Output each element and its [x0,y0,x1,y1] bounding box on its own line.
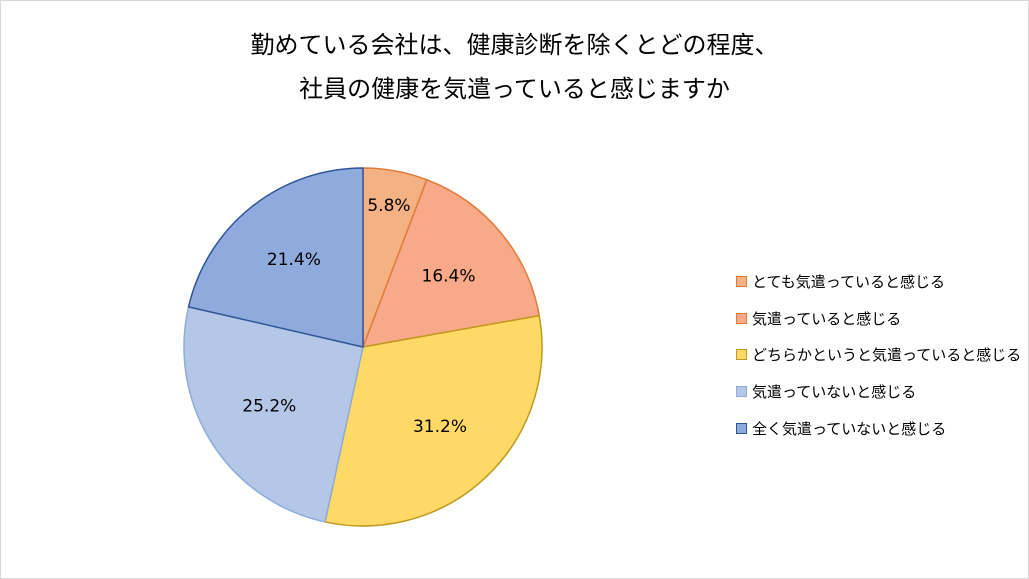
chart-title-line-2: 社員の健康を気遣っていると感じますか [299,75,730,103]
data-label-very-considerate: 5.8% [367,196,410,216]
pie-slice-considerate [362,179,540,348]
pie-slice-not-considerate [183,306,364,523]
data-label-somewhat-considerate: 31.2% [413,417,467,437]
legend-label-very-considerate: とても気遣っていると感じる [752,272,946,291]
legend-swatch-not-considerate [736,386,747,398]
chart-title: 勤めている会社は、健康診断を除くとどの程度、 社員の健康を気遣っていると感じます… [1,23,1028,111]
legend-item-not-at-all-considerate: 全く気遣っていないと感じる [736,410,1021,447]
chart-legend: とても気遣っていると感じる 気遣っていると感じるどちらかというと気遣っていると感じ… [736,263,1021,447]
legend-item-considerate: 気遣っていると感じる [736,300,1021,337]
data-label-not-at-all-considerate: 21.4% [267,250,321,270]
data-label-considerate: 16.4% [422,266,476,286]
legend-item-not-considerate: 気遣っていないと感じる [736,373,1021,410]
legend-item-somewhat-considerate: どちらかというと気遣っていると感じる [736,337,1021,374]
legend-label-not-considerate: 気遣っていないと感じる [752,383,917,402]
legend-label-not-at-all-considerate: 全く気遣っていないと感じる [752,420,947,439]
legend-swatch-somewhat-considerate [736,349,747,361]
legend-swatch-not-at-all-considerate [736,423,747,435]
pie-slice-not-at-all-considerate [187,167,364,348]
legend-label-considerate: 気遣っていると感じる [752,309,902,328]
data-label-not-considerate: 25.2% [242,396,296,416]
pie-slice-somewhat-considerate [324,314,543,527]
legend-item-very-considerate: とても気遣っていると感じる [736,263,1021,300]
legend-swatch-very-considerate [736,275,747,287]
legend-label-somewhat-considerate: どちらかというと気遣っていると感じる [752,346,1022,365]
legend-swatch-considerate [736,312,747,324]
chart-title-line-1: 勤めている会社は、健康診断を除くとどの程度、 [250,31,779,59]
